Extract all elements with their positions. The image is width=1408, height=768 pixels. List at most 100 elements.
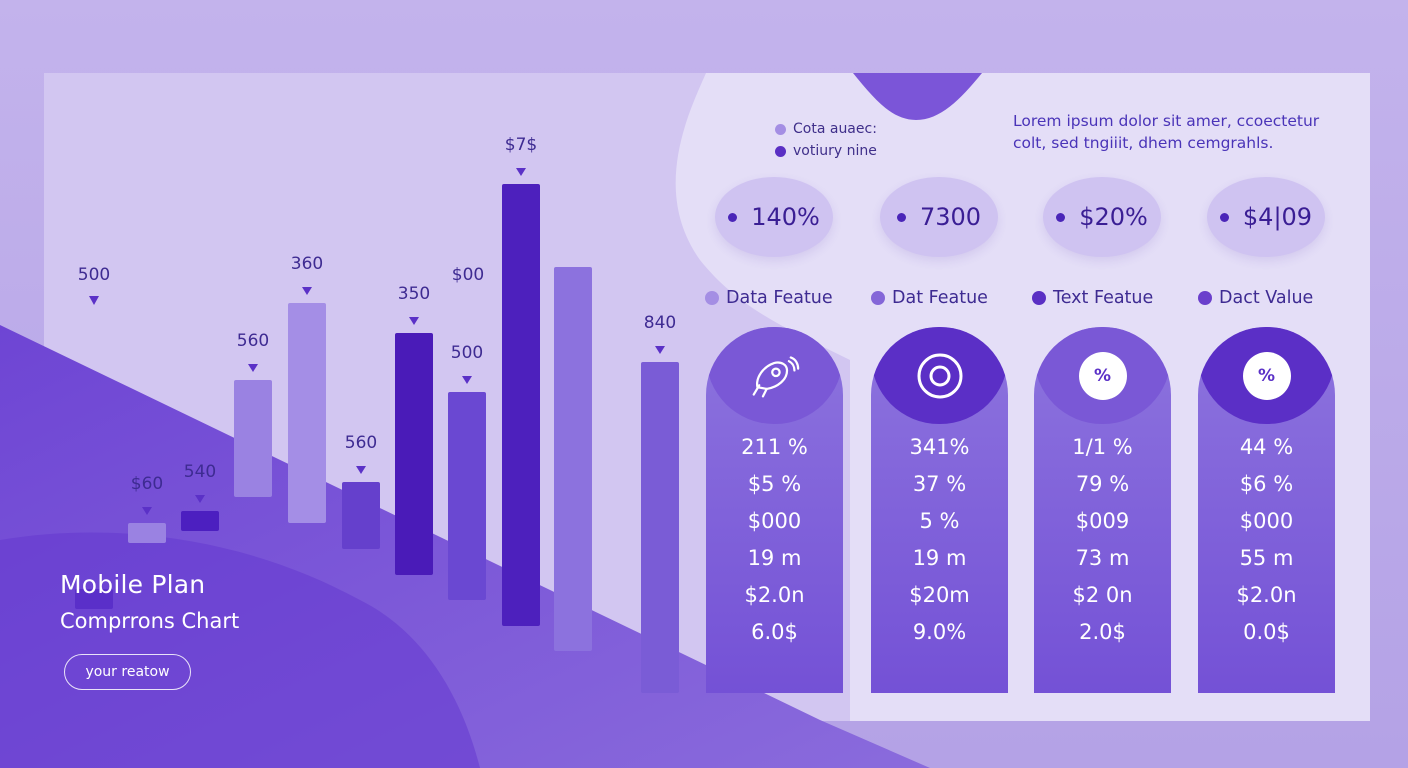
feature-text: Dat Featue [892, 288, 988, 308]
plan-value: 19 m [747, 545, 802, 570]
bar-marker [462, 376, 472, 384]
bar-label: $7$ [505, 135, 537, 155]
plan-value: $000 [1239, 508, 1294, 533]
bar-marker [516, 168, 526, 176]
bar-label: 360 [291, 254, 323, 274]
bar [554, 267, 592, 651]
feature-dot [871, 291, 885, 305]
plan-value: 6.0$ [751, 619, 798, 644]
bar [342, 482, 380, 549]
feature-label: Dact Value [1198, 288, 1313, 308]
feature-dot [1198, 291, 1212, 305]
stat-value: $20% [1079, 203, 1148, 231]
plan-value: $2.0n [744, 582, 805, 607]
legend: Cota auaec: votiury nine [775, 118, 877, 162]
plan-column: % 1/1 % 79 % $009 73 m $2 0n 2.0$ [1034, 327, 1171, 693]
stat-value: 140% [751, 203, 820, 231]
legend-item: votiury nine [775, 140, 877, 162]
plan-value: $2 0n [1072, 582, 1133, 607]
plan-value: $20m [909, 582, 970, 607]
bar [288, 303, 326, 523]
bar-marker [409, 317, 419, 325]
bar [75, 589, 113, 609]
plan-value: $2.0n [1236, 582, 1297, 607]
stat-value: $4|09 [1242, 203, 1313, 231]
plan-value: 44 % [1239, 434, 1294, 459]
bar [395, 333, 433, 575]
chart-subtitle: Comprrons Chart [60, 609, 240, 633]
bar-marker [248, 364, 258, 372]
plan-column-header [871, 327, 1008, 424]
plan-column-header [706, 327, 843, 424]
stat-dot [728, 212, 738, 222]
floating-label: 500 [78, 265, 110, 285]
bar [448, 392, 486, 600]
rocket-icon [750, 351, 800, 401]
stat-pill: $4|09 [1207, 177, 1325, 257]
plan-value: 19 m [912, 545, 967, 570]
plan-value: 0.0$ [1243, 619, 1290, 644]
bar-label: 540 [184, 462, 216, 482]
legend-dot [775, 123, 786, 135]
legend-dot [775, 145, 786, 157]
stat-pill: $20% [1043, 177, 1161, 257]
plan-column-header: % [1198, 327, 1335, 424]
plan-column-values: 1/1 % 79 % $009 73 m $2 0n 2.0$ [1034, 428, 1171, 650]
plan-value: 341% [909, 434, 970, 459]
legend-label: Cota auaec: [793, 121, 877, 137]
stat-dot [896, 212, 906, 222]
plan-value: 2.0$ [1079, 619, 1126, 644]
feature-label: Data Featue [705, 288, 833, 308]
percent-dollar-icon: % [1078, 351, 1127, 400]
floating-label: $00 [452, 265, 484, 285]
plan-value: 73 m [1075, 545, 1130, 570]
bar-marker [356, 466, 366, 474]
percent-dollar-icon: % [1242, 351, 1291, 400]
bar-marker [142, 507, 152, 515]
cta-button[interactable]: your reatow [64, 654, 191, 690]
plan-value: 79 % [1075, 471, 1130, 496]
chart-title: Mobile Plan [60, 570, 206, 599]
bar-marker [302, 287, 312, 295]
plan-value: $000 [747, 508, 802, 533]
bar-label: 840 [644, 313, 676, 333]
plan-column: 211 % $5 % $000 19 m $2.0n 6.0$ [706, 327, 843, 693]
bars-group: $60 540 560 360 560 350 500 $7$ 840 500 $00 [75, 135, 679, 693]
bar-marker [655, 346, 665, 354]
plan-column: % 44 % $6 % $000 55 m $2.0n 0.0$ [1198, 327, 1335, 693]
feature-label: Text Featue [1032, 288, 1153, 308]
bar-marker [89, 296, 99, 305]
bar-label: 560 [237, 331, 269, 351]
legend-item: Cota auaec: [775, 118, 877, 140]
bar-marker [195, 495, 205, 503]
plan-value: $6 % [1239, 471, 1294, 496]
plan-column-values: 341% 37 % 5 % 19 m $20m 9.0% [871, 428, 1008, 650]
plan-value: 55 m [1239, 545, 1294, 570]
bar [502, 184, 540, 626]
stat-dot [1219, 212, 1229, 222]
plan-column: 341% 37 % 5 % 19 m $20m 9.0% [871, 327, 1008, 693]
bar [641, 362, 679, 693]
bar-label: 350 [398, 284, 430, 304]
feature-text: Dact Value [1219, 288, 1314, 308]
bar [128, 523, 166, 543]
plan-value: 9.0% [912, 619, 967, 644]
feature-text: Text Featue [1053, 288, 1154, 308]
stat-value: 7300 [919, 203, 982, 231]
plan-column-header: % [1034, 327, 1171, 424]
stat-pill: 140% [715, 177, 833, 257]
feature-label: Dat Featue [871, 288, 988, 308]
feature-dot [1032, 291, 1046, 305]
stat-pill: 7300 [880, 177, 998, 257]
feature-dot [705, 291, 719, 305]
plan-value: $5 % [747, 471, 802, 496]
description-text: Lorem ipsum dolor sit amer, ccoectetur c… [1013, 112, 1320, 152]
bar [181, 511, 219, 531]
plan-column-values: 44 % $6 % $000 55 m $2.0n 0.0$ [1198, 428, 1335, 650]
bar [234, 380, 272, 497]
plan-value: $009 [1075, 508, 1130, 533]
target-icon [915, 351, 965, 401]
feature-text: Data Featue [726, 288, 833, 308]
plan-value: 1/1 % [1072, 434, 1133, 459]
